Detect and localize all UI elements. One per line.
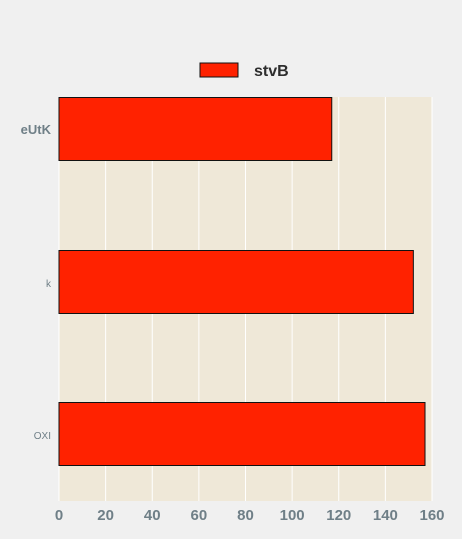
x-tick-label: 80 (237, 507, 254, 524)
x-tick-label: 0 (55, 507, 63, 524)
y-tick-label: OXI (34, 431, 51, 442)
legend-series-label: stvB (254, 63, 289, 80)
x-axis-labels: 0 20 40 60 80 100 120 140 160 (55, 507, 445, 524)
x-tick-label: 40 (144, 507, 161, 524)
x-tick-label: 160 (419, 507, 444, 524)
legend-swatch (199, 62, 239, 78)
legend: stvB (199, 62, 289, 80)
y-axis-labels: eUtK k OXI (21, 122, 52, 442)
bar-k (58, 250, 414, 314)
bar-OXI (58, 402, 426, 466)
x-tick-label: 140 (373, 507, 398, 524)
x-tick-label: 120 (326, 507, 351, 524)
x-tick-label: 20 (97, 507, 114, 524)
x-tick-label: 100 (280, 507, 305, 524)
x-tick-label: 60 (191, 507, 208, 524)
bar-eUtK (58, 97, 333, 161)
y-tick-label: k (46, 279, 52, 290)
y-tick-label: eUtK (21, 122, 52, 137)
bars (58, 97, 426, 466)
